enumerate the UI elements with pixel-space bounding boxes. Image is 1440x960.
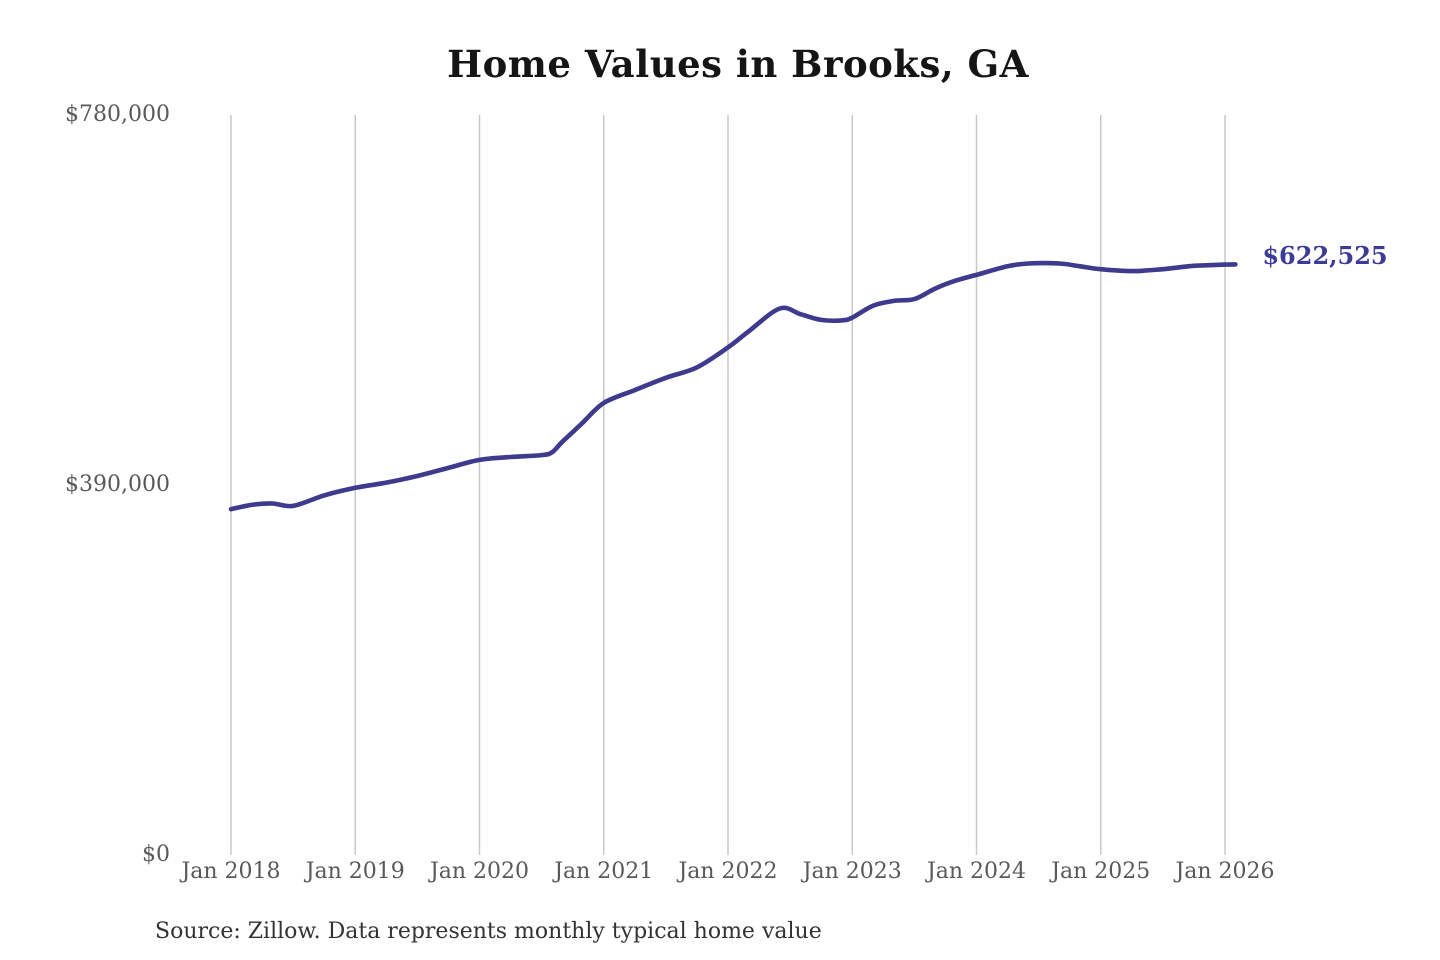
y-tick-label: $0 xyxy=(142,842,170,867)
gridlines xyxy=(230,115,1226,855)
x-tick-label: Jan 2026 xyxy=(1175,859,1275,884)
x-tick-label: Jan 2018 xyxy=(181,859,281,884)
y-tick-label: $780,000 xyxy=(65,102,170,127)
chart-title: Home Values in Brooks, GA xyxy=(447,42,1029,86)
x-tick-label: Jan 2023 xyxy=(802,859,902,884)
x-tick-label: Jan 2024 xyxy=(926,859,1027,884)
x-tick-label: Jan 2022 xyxy=(678,859,778,884)
current-value-label: $622,525 xyxy=(1262,241,1388,271)
x-tick-label: Jan 2021 xyxy=(554,859,654,884)
home-value-line xyxy=(228,260,1238,512)
y-tick-label: $390,000 xyxy=(65,472,170,497)
source-note: Source: Zillow. Data represents monthly … xyxy=(155,919,822,944)
x-tick-label: Jan 2020 xyxy=(429,859,530,884)
x-tick-label: Jan 2019 xyxy=(305,859,405,884)
x-tick-label: Jan 2025 xyxy=(1051,859,1151,884)
